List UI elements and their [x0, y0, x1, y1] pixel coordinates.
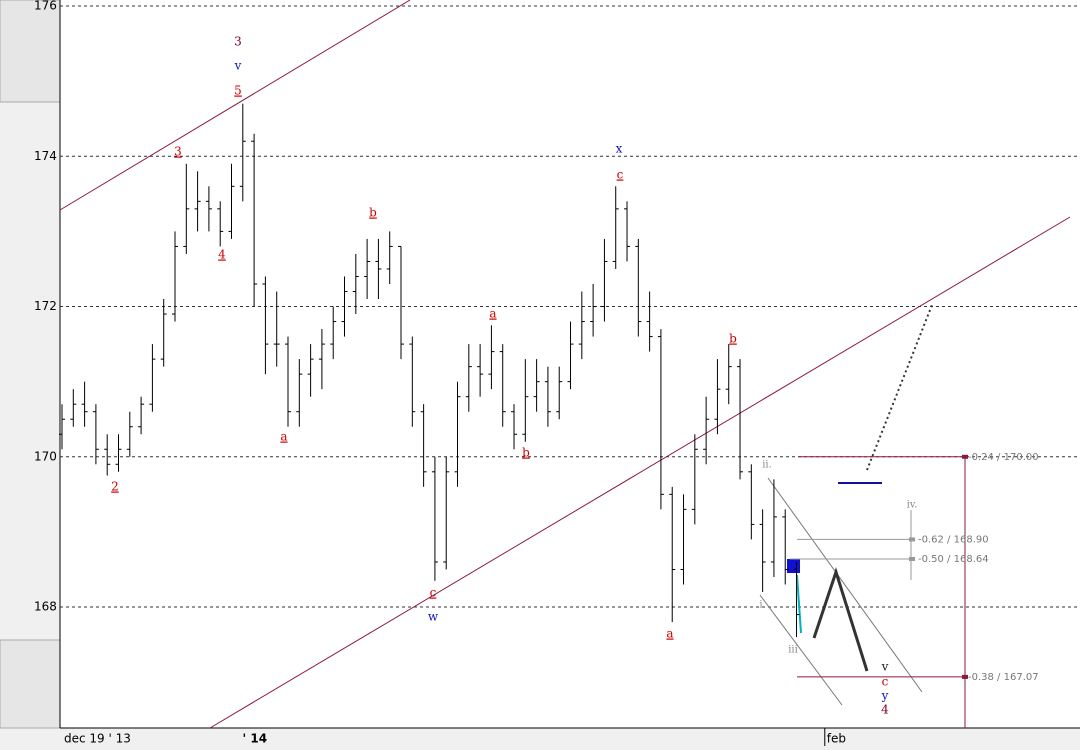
marker — [787, 559, 800, 573]
wave-label: c — [882, 675, 889, 689]
price-axis-panel — [0, 0, 60, 750]
wave-label: ii. — [762, 460, 772, 471]
wave-label: i — [759, 600, 762, 611]
wedge-line — [759, 594, 843, 706]
y-tick-label: 176 — [34, 0, 57, 13]
level-marker — [909, 556, 915, 561]
wave-label: 4 — [881, 703, 889, 717]
wave-label: 4 — [218, 248, 226, 262]
level-label: -0.38 / 167.07 — [968, 672, 1039, 683]
wave-label: b — [522, 446, 530, 460]
y-tick-label: 170 — [34, 449, 57, 463]
y-tick-label: 168 — [34, 600, 57, 614]
wedge-line — [767, 477, 923, 693]
wave-label: y — [881, 689, 889, 703]
level-marker — [909, 537, 915, 542]
time-axis-panel — [60, 728, 1080, 750]
wave-label: iii — [788, 645, 798, 656]
wave-label: 5 — [234, 84, 242, 98]
wave-label: a — [489, 307, 496, 321]
wave-label: a — [280, 430, 287, 444]
wave-label: 3 — [174, 145, 182, 159]
wave-label: b — [729, 332, 737, 346]
level-label: -0.50 / 168.64 — [918, 554, 989, 565]
wave-label: c — [430, 586, 437, 600]
wave-label: 2 — [111, 480, 119, 494]
channel-line — [209, 216, 1071, 729]
x-tick-label: ' 14 — [243, 732, 268, 746]
level-marker — [962, 454, 968, 459]
x-tick-label: feb — [827, 732, 846, 746]
wave-label: v — [881, 660, 889, 674]
level-label: -0.24 / 170.00 — [968, 452, 1039, 463]
wave-label: w — [428, 610, 439, 624]
wave-label: a — [666, 627, 673, 641]
y-tick-label: 174 — [34, 149, 57, 163]
channel-line — [59, 0, 411, 211]
wave-label: x — [616, 142, 623, 156]
wave-label: b — [369, 206, 377, 220]
wave-label: iv. — [907, 500, 918, 511]
projection-zigzag — [812, 567, 869, 672]
marker-line — [796, 574, 802, 634]
wave-label: v — [234, 59, 242, 73]
price-axis-box — [0, 0, 61, 103]
price-axis-box — [0, 639, 61, 729]
level-marker — [962, 674, 968, 679]
wave-label: c — [617, 168, 624, 182]
y-tick-label: 172 — [34, 299, 57, 313]
x-tick-label: dec 19 ' 13 — [64, 732, 131, 746]
level-label: -0.62 / 168.90 — [918, 534, 989, 545]
wave-label: 3 — [234, 35, 242, 49]
